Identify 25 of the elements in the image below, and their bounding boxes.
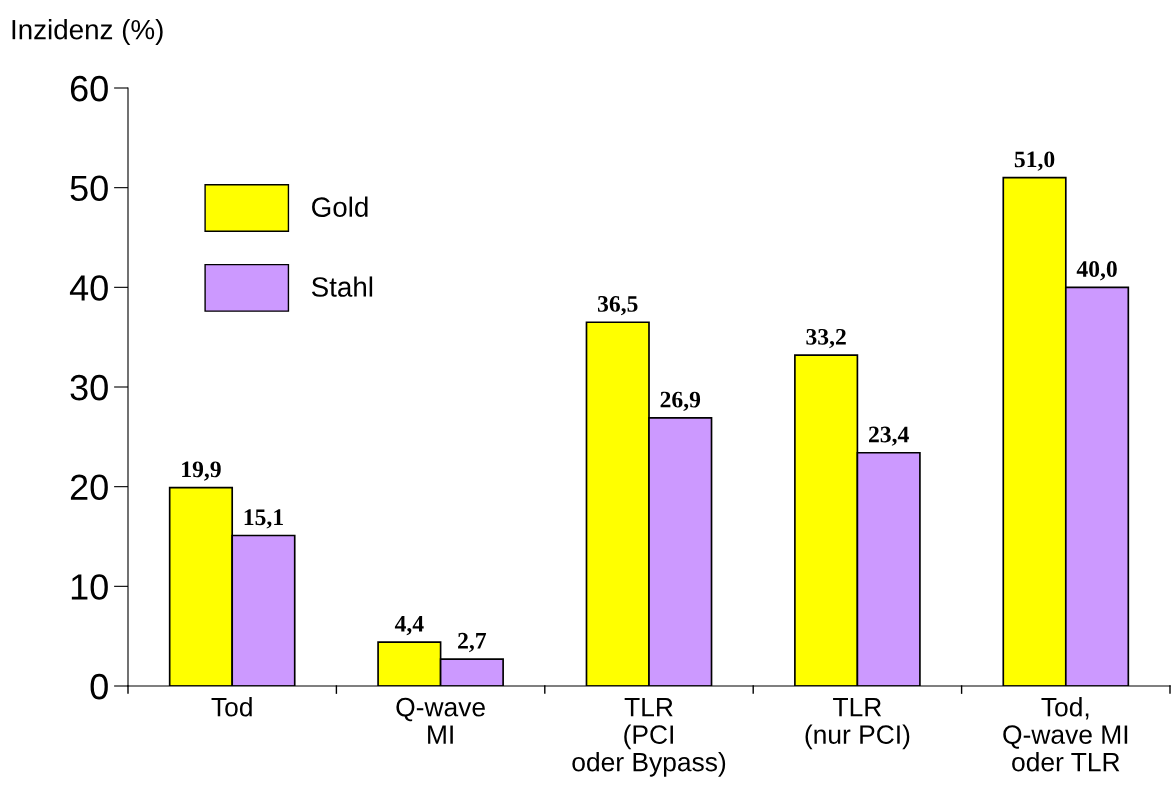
y-tick-label: 0 xyxy=(90,673,108,700)
y-tick-label: 40 xyxy=(69,275,108,301)
x-tick-label: Tod xyxy=(211,697,252,717)
x-tick-label: TLR (PCI oder Bypass) xyxy=(572,698,726,777)
data-label: 19,9 xyxy=(182,461,221,481)
data-label: 4,4 xyxy=(394,616,424,636)
data-label: 40,0 xyxy=(1076,261,1117,281)
data-label: 33,2 xyxy=(806,328,846,349)
data-label: 2,7 xyxy=(458,632,487,653)
y-tick-label: 60 xyxy=(70,75,108,102)
data-label: 51,0 xyxy=(1014,151,1055,171)
y-tick-label: 50 xyxy=(70,175,108,202)
data-label: 36,5 xyxy=(597,296,638,316)
data-label: 23,4 xyxy=(868,426,909,446)
data-label: 15,1 xyxy=(244,509,283,529)
data-label: 26,9 xyxy=(660,391,701,411)
legend-label: Stahl xyxy=(311,276,373,297)
y-tick-label: 30 xyxy=(70,374,108,401)
x-tick-label: TLR (nur PCI) xyxy=(805,698,910,750)
x-tick-label: Q-wave MI xyxy=(396,697,485,744)
y-tick-label: 20 xyxy=(70,474,108,501)
x-tick-label: Tod, Q-wave MI oder TLR xyxy=(1003,697,1128,772)
legend-label: Gold xyxy=(312,196,368,217)
y-tick-label: 10 xyxy=(71,574,108,600)
y-axis-title: Inzidenz (%) xyxy=(12,19,163,45)
